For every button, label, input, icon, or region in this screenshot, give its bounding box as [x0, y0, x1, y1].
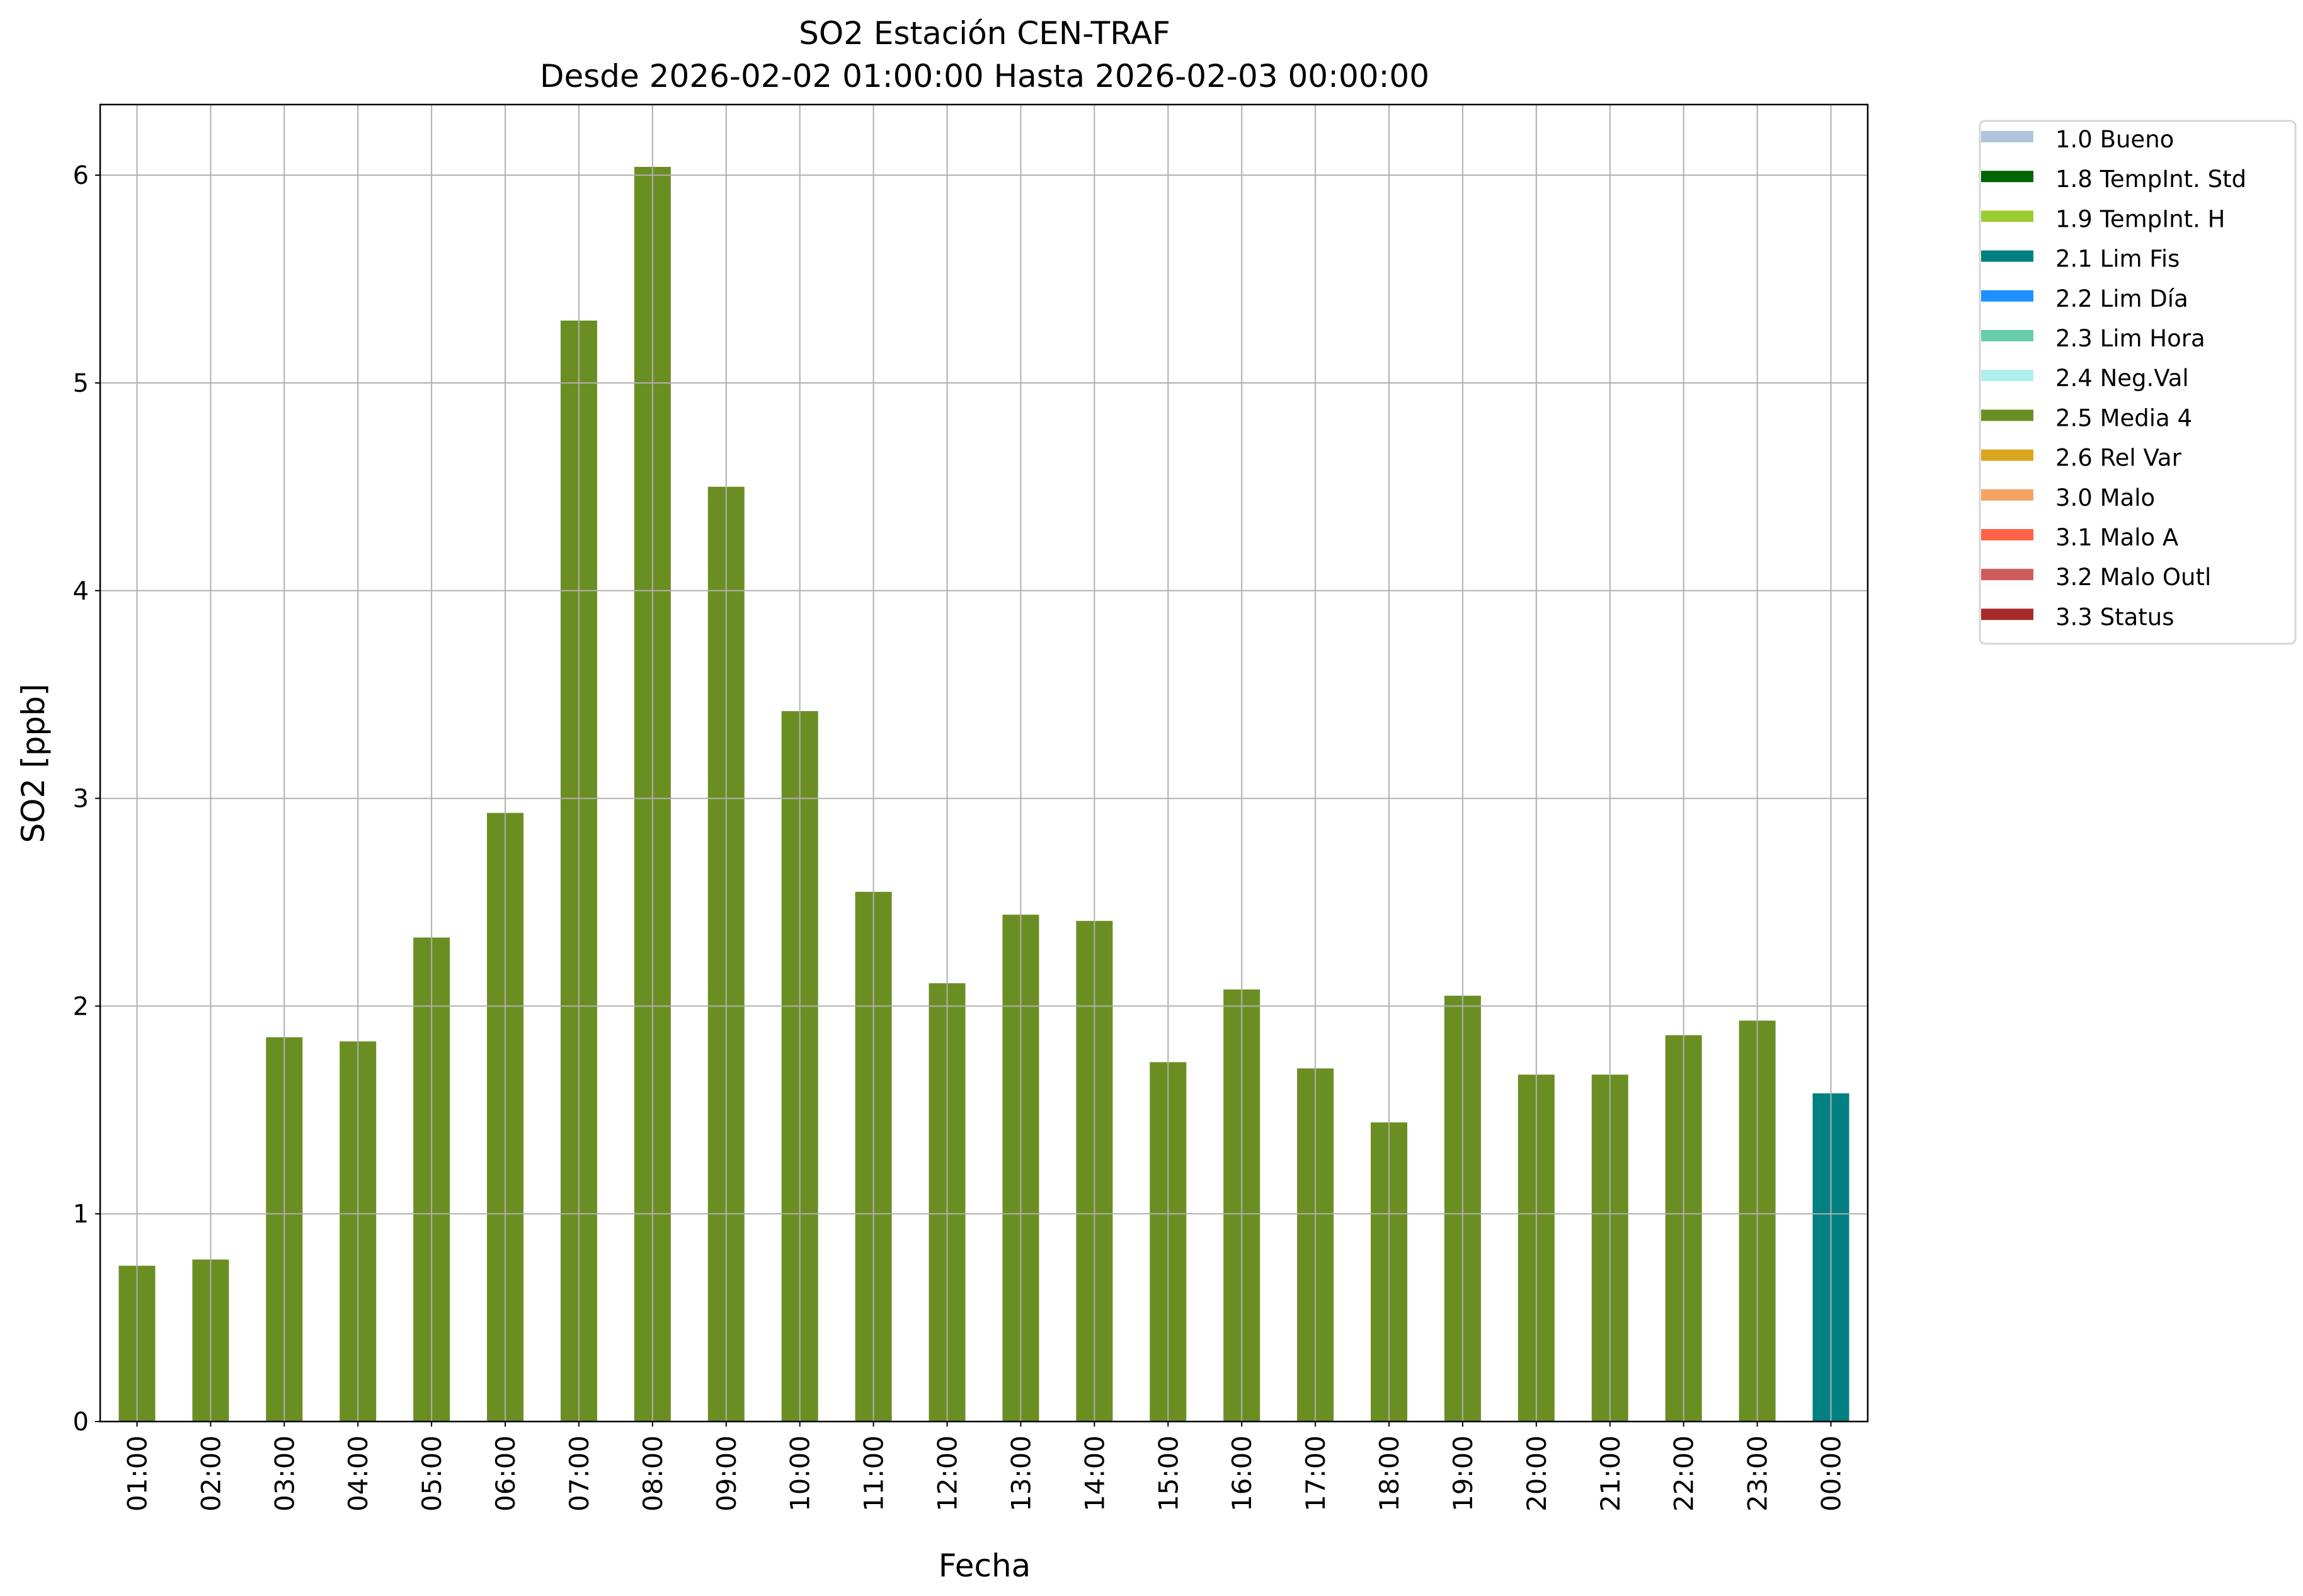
x-tick-label: 09:00: [711, 1435, 742, 1512]
legend-label-2.6: 2.6 Rel Var: [2055, 445, 2182, 472]
y-tick-label: 6: [73, 161, 89, 190]
x-tick-label: 19:00: [1448, 1435, 1478, 1512]
legend-label-2.1: 2.1 Lim Fis: [2055, 246, 2180, 273]
legend-swatch-2.6: [1981, 449, 2033, 461]
x-tick-label: 20:00: [1521, 1435, 1552, 1512]
legend-label-1.9: 1.9 TempInt. H: [2055, 205, 2225, 232]
x-tick-label: 00:00: [1816, 1435, 1847, 1512]
chart-title: SO2 Estación CEN-TRAF: [799, 15, 1170, 52]
y-axis-label: SO2 [ppb]: [15, 683, 52, 843]
legend-swatch-1.8: [1981, 171, 2033, 183]
legend-label-2.3: 2.3 Lim Hora: [2055, 325, 2205, 352]
x-tick-label: 04:00: [343, 1435, 374, 1512]
x-tick-label: 14:00: [1079, 1435, 1110, 1512]
legend-swatch-2.2: [1981, 290, 2033, 302]
legend-swatch-1.9: [1981, 210, 2033, 222]
x-tick-label: 13:00: [1005, 1435, 1036, 1512]
legend-swatch-2.4: [1981, 370, 2033, 382]
x-tick-label: 01:00: [122, 1435, 152, 1512]
plot-frame: [99, 103, 1869, 1423]
x-tick-label: 05:00: [416, 1435, 447, 1512]
x-tick-label: 21:00: [1595, 1435, 1626, 1512]
legend-box: [1979, 120, 2297, 645]
x-tick-label: 16:00: [1226, 1435, 1257, 1512]
x-tick-label: 06:00: [490, 1435, 521, 1512]
legend-label-1.0: 1.0 Bueno: [2055, 126, 2174, 153]
legend-label-3.3: 3.3 Status: [2055, 603, 2174, 630]
y-tick-label: 3: [73, 785, 89, 814]
y-tick-label: 1: [73, 1200, 89, 1229]
legend: 1.0 Bueno 1.8 TempInt. Std 1.9 TempInt. H 2…: [1979, 120, 2297, 645]
legend-label-2.4: 2.4 Neg.Val: [2055, 365, 2189, 392]
y-tick-label: 4: [73, 577, 89, 606]
x-ticks: 01:00 02:00 03:00 04:00 05:00 06:00 07:00 08:00…: [122, 1422, 1847, 1512]
y-tick-label: 5: [73, 369, 89, 398]
x-axis-label: Fecha: [939, 1548, 1031, 1584]
x-tick-label: 02:00: [195, 1435, 226, 1512]
legend-label-3.2: 3.2 Malo Outl: [2055, 564, 2211, 591]
x-tick-label: 03:00: [269, 1435, 300, 1512]
x-tick-label: 18:00: [1374, 1435, 1405, 1512]
legend-swatch-2.5: [1981, 409, 2033, 421]
x-tick-label: 07:00: [564, 1435, 595, 1512]
legend-label-3.0: 3.0 Malo: [2055, 484, 2155, 511]
legend-label-2.2: 2.2 Lim Día: [2055, 285, 2188, 312]
grid: [100, 105, 1868, 1422]
legend-label-1.8: 1.8 TempInt. Std: [2055, 166, 2246, 193]
legend-label-2.5: 2.5 Media 4: [2055, 404, 2192, 431]
x-tick-label: 22:00: [1669, 1435, 1700, 1512]
legend-label-3.1: 3.1 Malo A: [2055, 524, 2178, 551]
x-tick-label: 10:00: [785, 1435, 816, 1512]
legend-swatch-3.1: [1981, 529, 2033, 540]
legend-swatch-2.3: [1981, 330, 2033, 341]
x-tick-label: 23:00: [1742, 1435, 1773, 1512]
y-tick-label: 2: [73, 992, 89, 1021]
legend-swatch-3.3: [1981, 608, 2033, 620]
legend-swatch-3.2: [1981, 569, 2033, 581]
x-tick-label: 15:00: [1153, 1435, 1184, 1512]
chart-subtitle: Desde 2026-02-02 01:00:00 Hasta 2026-02-…: [540, 58, 1429, 94]
x-tick-label: 11:00: [859, 1435, 889, 1512]
legend-swatch-3.0: [1981, 489, 2033, 501]
legend-swatch-1.0: [1981, 131, 2033, 142]
y-ticks: 0 1 2 3 4 5 6: [73, 161, 100, 1437]
x-tick-label: 08:00: [637, 1435, 668, 1512]
x-tick-label: 12:00: [932, 1435, 963, 1512]
legend-swatch-2.1: [1981, 250, 2033, 262]
y-tick-label: 0: [73, 1408, 89, 1437]
x-tick-label: 17:00: [1300, 1435, 1331, 1512]
